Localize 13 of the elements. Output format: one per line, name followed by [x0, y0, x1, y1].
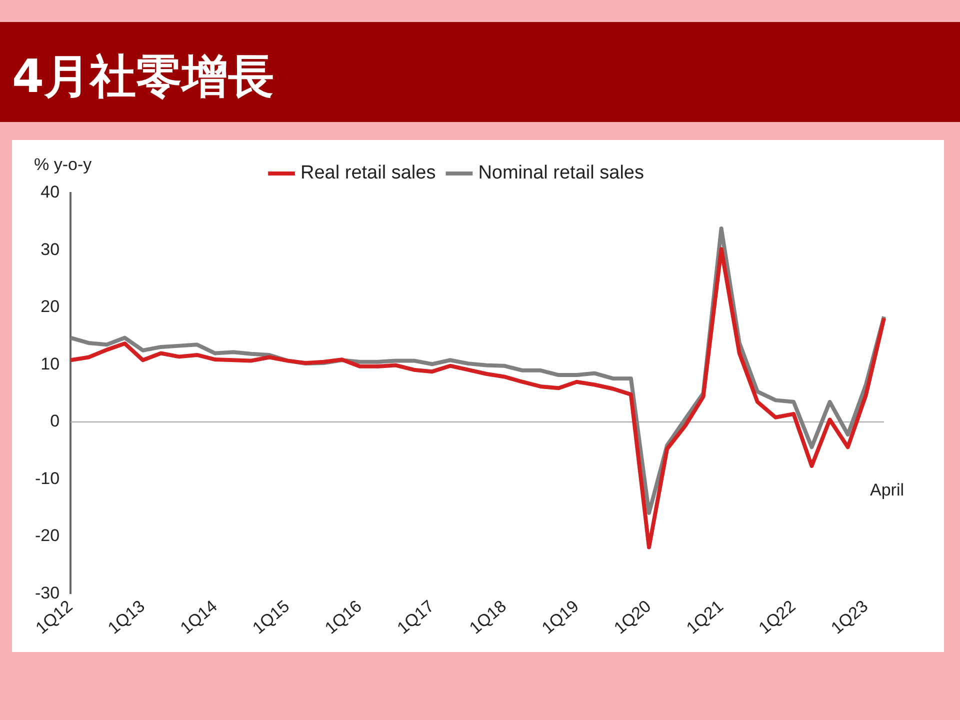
legend-label: Nominal retail sales	[478, 162, 644, 184]
y-tick-label: 0	[50, 412, 60, 431]
y-tick-label: 40	[40, 182, 60, 202]
y-axis-title: % y-o-y	[34, 155, 92, 174]
chart-title: 4月社零增長	[12, 48, 274, 104]
y-tick-label: 30	[40, 240, 60, 259]
legend-label: Real retail sales	[300, 162, 436, 184]
y-tick-label: -30	[34, 583, 60, 602]
y-tick-label: 10	[40, 354, 60, 374]
y-tick-label: -20	[34, 526, 60, 546]
y-tick-label: 20	[40, 297, 60, 316]
annotation: April	[870, 480, 904, 500]
y-tick-label: -10	[34, 468, 60, 488]
